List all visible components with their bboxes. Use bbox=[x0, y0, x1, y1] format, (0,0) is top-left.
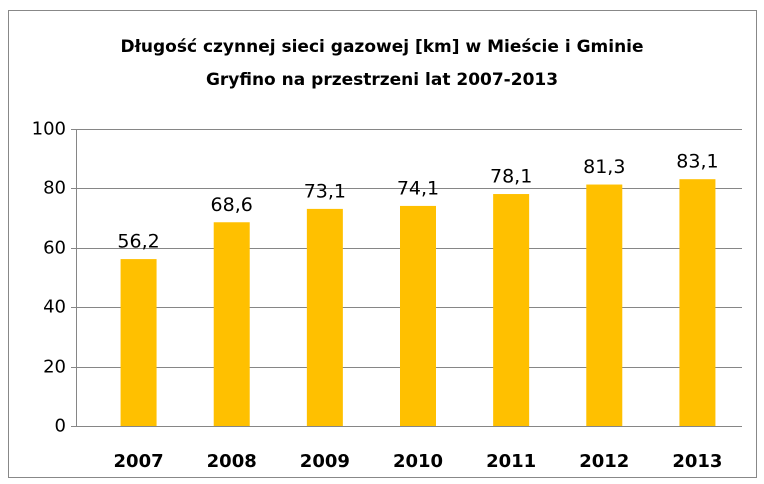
x-tick-label: 2011 bbox=[486, 451, 536, 472]
bar bbox=[493, 194, 530, 426]
x-tick-label: 2010 bbox=[393, 451, 443, 472]
y-tick-label: 20 bbox=[43, 357, 66, 378]
data-label: 78,1 bbox=[490, 166, 532, 188]
bar bbox=[306, 208, 343, 426]
bar bbox=[586, 184, 623, 426]
bar bbox=[120, 259, 157, 426]
y-tick-label: 60 bbox=[43, 238, 66, 259]
data-label: 73,1 bbox=[304, 180, 346, 202]
y-tick-label: 80 bbox=[43, 178, 66, 199]
x-tick-label: 2013 bbox=[672, 451, 722, 472]
data-label: 81,3 bbox=[583, 156, 625, 178]
bar bbox=[213, 222, 250, 426]
chart-title: Gryfino na przestrzeni lat 2007-2013 bbox=[206, 70, 558, 90]
bar bbox=[679, 179, 716, 426]
data-label: 56,2 bbox=[117, 231, 159, 253]
data-label: 74,1 bbox=[397, 177, 439, 199]
data-label: 68,6 bbox=[211, 194, 253, 216]
y-tick-label: 0 bbox=[55, 416, 66, 437]
y-tick-label: 40 bbox=[43, 297, 66, 318]
x-tick-label: 2012 bbox=[579, 451, 629, 472]
x-tick-label: 2007 bbox=[114, 451, 164, 472]
y-tick-label: 100 bbox=[32, 119, 66, 140]
x-tick-label: 2008 bbox=[207, 451, 257, 472]
x-tick-label: 2009 bbox=[300, 451, 350, 472]
bar bbox=[400, 205, 436, 426]
data-label: 83,1 bbox=[676, 151, 718, 173]
chart-title: Długość czynnej sieci gazowej [km] w Mie… bbox=[120, 37, 643, 57]
